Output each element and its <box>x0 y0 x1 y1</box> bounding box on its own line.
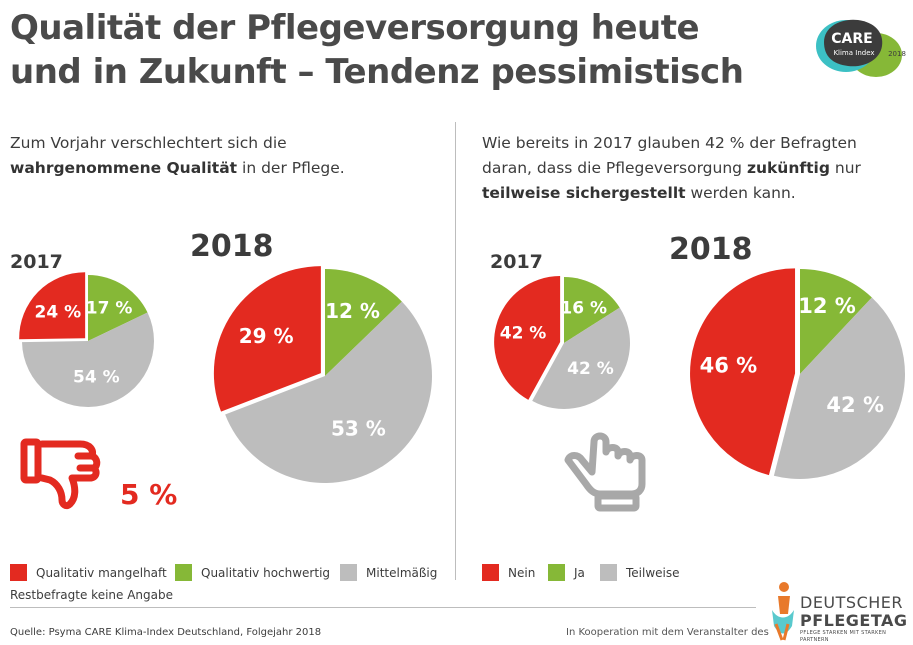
pie-slice-qualitativ-mangelhaft <box>213 266 321 412</box>
right-intro-c-end: werden kann. <box>685 184 796 202</box>
vertical-divider <box>455 122 456 580</box>
left-intro-c: in der Pflege. <box>237 159 345 177</box>
legend-swatch <box>482 564 499 581</box>
pie-year-label: 2017 <box>490 251 543 273</box>
pie-year-label: 2018 <box>190 229 274 264</box>
pie-slice-teilweise <box>532 307 630 409</box>
legend-swatch <box>548 564 565 581</box>
legend-item: Nein <box>482 564 535 581</box>
source-text: Quelle: Psyma CARE Klima-Index Deutschla… <box>10 627 322 638</box>
thumbs-down-icon <box>20 438 101 510</box>
pie-value-label: 17 % <box>86 299 133 319</box>
care-klima-index-logo: CARE Klima Index 2018 <box>816 19 906 77</box>
legend-swatch <box>340 564 357 581</box>
pflegetag-line-2: PFLEGETAG <box>800 611 908 630</box>
logo-sub: Klima Index <box>833 49 874 57</box>
legend-label: Ja <box>574 565 585 580</box>
legend-label: Teilweise <box>626 565 680 580</box>
legend-item: Ja <box>548 564 585 581</box>
pie-value-label: 12 % <box>325 299 380 323</box>
pie-slice-nein <box>690 268 796 476</box>
logo-year: 2018 <box>888 50 906 58</box>
pie-value-label: 54 % <box>73 367 120 387</box>
pflegetag-figure-icon <box>772 582 794 641</box>
neutral-hand-icon <box>564 432 646 512</box>
legend-swatch <box>10 564 27 581</box>
title-line-1: Qualität der Pflegeversorgung heute <box>10 8 700 48</box>
pie-value-label: 42 % <box>500 324 547 344</box>
title-line-2: und in Zukunft – Tendenz pessimistisch <box>10 52 744 92</box>
legend-item: Teilweise <box>600 564 680 581</box>
legend-swatch <box>175 564 192 581</box>
pie-slice-qualitativ-mangelhaft <box>19 272 86 340</box>
legend-item: Mittelmäßig <box>340 564 437 581</box>
pie-slice-mittelmäßig <box>225 301 432 483</box>
page-title: Qualität der Pflegeversorgung heute und … <box>10 6 744 94</box>
right-intro-b-end: nur <box>829 159 861 177</box>
right-intro-a: Wie bereits in 2017 glauben 42 % der Bef… <box>482 134 857 152</box>
right-intro-c-bold: teilweise sichergestellt <box>482 184 686 202</box>
legend-swatch <box>600 564 617 581</box>
pie-slice-mittelmäßig <box>22 312 155 408</box>
pie-value-label: 12 % <box>798 294 856 318</box>
legend-label: Qualitativ hochwertig <box>201 565 331 580</box>
pie-slice-qualitativ-hochwertig <box>88 275 148 341</box>
pie-slice-ja <box>564 277 620 343</box>
pie-slice-ja <box>800 269 872 374</box>
pie-value-label: 46 % <box>700 354 758 378</box>
thumbs-down-percent: 5 % <box>120 478 178 511</box>
pie-value-label: 29 % <box>239 324 294 348</box>
legend-label: Nein <box>508 565 536 580</box>
footnote: Restbefragte keine Angabe <box>10 588 173 602</box>
legend-label: Qualitativ mangelhaft <box>36 565 167 580</box>
cooperation-text: In Kooperation mit dem Veranstalter des <box>566 627 769 638</box>
legend-item: Qualitativ mangelhaft <box>10 564 167 581</box>
right-intro: Wie bereits in 2017 glauben 42 % der Bef… <box>482 131 907 206</box>
left-intro-bold: wahrgenommene Qualität <box>10 159 238 177</box>
pie-slice-teilweise <box>773 297 905 479</box>
pie-slice-qualitativ-hochwertig <box>325 269 402 376</box>
pflegetag-logo: DEUTSCHER PFLEGETAG PFLEGE STARKEN MIT S… <box>800 594 913 644</box>
legend-item: Qualitativ hochwertig <box>175 564 330 581</box>
pie-year-label: 2017 <box>10 251 63 273</box>
pie-value-label: 42 % <box>826 393 884 417</box>
right-intro-b-bold: zukünftig <box>746 159 830 177</box>
pie-year-label: 2018 <box>669 232 753 267</box>
pflegetag-line-3: PFLEGE STARKEN MIT STARKEN PARTNERN <box>800 630 887 643</box>
legend-label: Mittelmäßig <box>366 565 438 580</box>
pflegetag-line-1: DEUTSCHER <box>800 593 903 612</box>
horizontal-divider <box>10 607 756 608</box>
left-intro-a: Zum Vorjahr verschlechtert sich die <box>10 134 287 152</box>
pie-slice-nein <box>494 276 561 400</box>
pie-value-label: 16 % <box>560 298 607 318</box>
pie-value-label: 42 % <box>567 359 614 379</box>
logo-brand: CARE <box>831 31 872 47</box>
right-intro-b: daran, dass die Pflegeversorgung <box>482 159 747 177</box>
left-intro: Zum Vorjahr verschlechtert sich die wahr… <box>10 131 430 181</box>
pie-value-label: 24 % <box>35 302 82 322</box>
pie-value-label: 53 % <box>331 417 386 441</box>
